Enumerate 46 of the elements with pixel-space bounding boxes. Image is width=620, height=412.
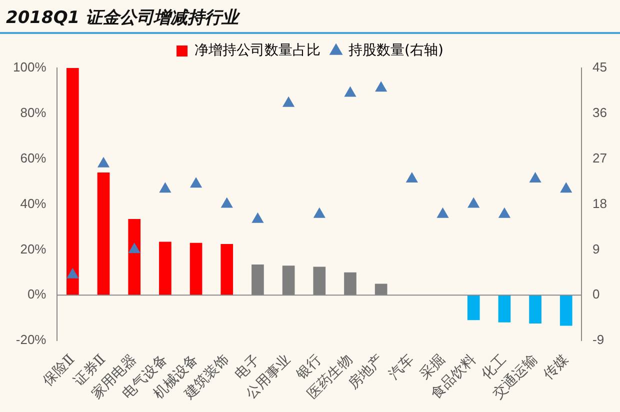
y-tick-label: -20% bbox=[16, 332, 47, 348]
point bbox=[282, 96, 294, 107]
legend-label: 净增持公司数量占比 bbox=[194, 42, 321, 59]
chart-title: 2018Q1 证金公司增减持行业 bbox=[0, 0, 620, 34]
y2-tick-label: 0 bbox=[592, 286, 600, 302]
x-tick-label: 传媒 bbox=[540, 352, 572, 383]
point bbox=[344, 86, 356, 97]
point bbox=[406, 172, 418, 183]
point bbox=[66, 268, 78, 278]
bar bbox=[498, 295, 511, 322]
y-tick-label: 0% bbox=[27, 286, 47, 302]
point bbox=[498, 208, 510, 218]
y2-tick-label: 45 bbox=[592, 60, 608, 75]
point bbox=[530, 172, 541, 183]
bar bbox=[190, 242, 202, 296]
bar bbox=[529, 295, 542, 324]
y-tick-label: 100% bbox=[13, 60, 47, 75]
y2-tick-label: -9 bbox=[592, 332, 604, 348]
point bbox=[128, 243, 140, 254]
point bbox=[190, 178, 202, 188]
point bbox=[159, 182, 171, 193]
x-tick-label: 汽车 bbox=[386, 352, 418, 383]
bar bbox=[97, 172, 110, 296]
bar bbox=[66, 68, 79, 296]
point bbox=[221, 198, 233, 208]
bar bbox=[128, 219, 141, 296]
point bbox=[468, 198, 480, 208]
point bbox=[375, 82, 387, 92]
bar bbox=[467, 295, 480, 320]
y2-tick-label: 18 bbox=[592, 196, 608, 211]
y-tick-label: 60% bbox=[20, 150, 47, 166]
point bbox=[98, 157, 110, 168]
point bbox=[437, 208, 448, 218]
y-tick-label: 40% bbox=[20, 196, 47, 211]
y2-tick-label: 9 bbox=[592, 241, 600, 256]
bar bbox=[560, 295, 572, 326]
y-tick-label: 20% bbox=[20, 241, 47, 256]
legend-label: 持股数量(右轴) bbox=[348, 42, 444, 59]
y-tick-label: 80% bbox=[20, 105, 47, 120]
y2-tick-label: 36 bbox=[592, 105, 608, 120]
point bbox=[560, 182, 572, 193]
bar bbox=[220, 244, 234, 296]
y2-tick-label: 27 bbox=[592, 150, 608, 166]
point bbox=[252, 212, 264, 223]
bar bbox=[159, 242, 172, 296]
point bbox=[314, 208, 326, 218]
